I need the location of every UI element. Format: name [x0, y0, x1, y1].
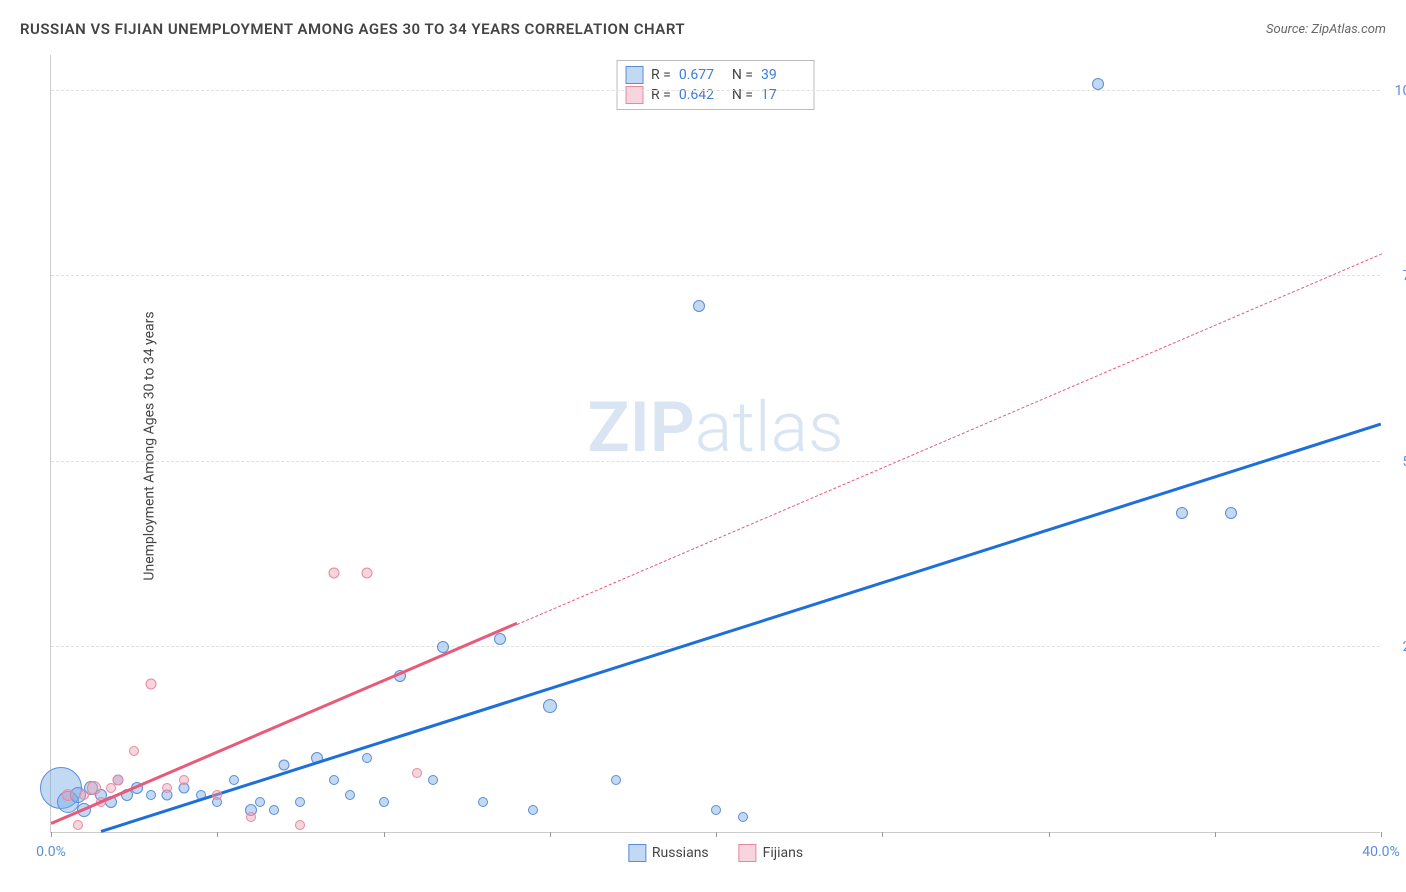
data-point — [129, 746, 139, 756]
data-point — [329, 775, 339, 785]
data-point — [73, 820, 83, 830]
data-point — [1092, 78, 1104, 90]
data-point — [711, 805, 721, 815]
x-tick-label: 0.0% — [36, 844, 66, 860]
source-label: Source: ZipAtlas.com — [1266, 22, 1386, 37]
legend: Russians Fijians — [628, 844, 803, 862]
correlation-stats-box: R = 0.677 N = 39 R =0.642N =17 — [616, 60, 815, 110]
data-point — [611, 775, 621, 785]
x-tick — [882, 832, 883, 837]
data-point — [212, 790, 222, 800]
x-tick-label: 40.0% — [1362, 844, 1400, 860]
data-point — [478, 797, 488, 807]
x-tick — [550, 832, 551, 837]
data-point — [412, 768, 422, 778]
stats-row: R = 0.677 N = 39 — [625, 65, 806, 85]
x-tick — [1215, 832, 1216, 837]
data-point — [255, 797, 265, 807]
legend-swatch — [628, 844, 646, 862]
trend-line — [51, 622, 517, 824]
data-point — [246, 812, 256, 822]
data-point — [162, 783, 172, 793]
data-point — [328, 567, 339, 578]
r-label: R = — [651, 67, 671, 83]
gridline-horizontal — [51, 275, 1380, 276]
x-tick — [51, 832, 52, 837]
watermark: ZIPatlas — [587, 387, 843, 469]
gridline-horizontal — [51, 461, 1380, 462]
data-point — [494, 633, 506, 645]
trend-line-dashed — [516, 253, 1381, 624]
gridline-horizontal — [51, 646, 1380, 647]
watermark-bold: ZIP — [587, 387, 694, 469]
y-tick-label: 50.0% — [1402, 454, 1406, 470]
data-point — [146, 790, 156, 800]
x-tick — [716, 832, 717, 837]
n-value: 39 — [761, 67, 806, 83]
data-point — [543, 699, 557, 713]
n-label: N = — [732, 67, 753, 83]
legend-label: Russians — [652, 845, 709, 861]
plot-area: ZIPatlas R =0.677N =39R =0.642N =17 Russ… — [50, 55, 1380, 833]
data-point — [1176, 507, 1188, 519]
data-point — [179, 775, 189, 785]
chart-title: RUSSIAN VS FIJIAN UNEMPLOYMENT AMONG AGE… — [20, 20, 685, 38]
data-point — [278, 760, 289, 771]
legend-item: Russians — [628, 844, 709, 862]
title-bar: RUSSIAN VS FIJIAN UNEMPLOYMENT AMONG AGE… — [20, 20, 1386, 38]
legend-item: Fijians — [739, 844, 803, 862]
data-point — [269, 805, 279, 815]
watermark-light: atlas — [695, 387, 844, 469]
x-tick — [1381, 832, 1382, 837]
data-point — [738, 812, 748, 822]
x-tick — [1049, 832, 1050, 837]
y-tick-label: 75.0% — [1402, 268, 1406, 284]
data-point — [693, 300, 705, 312]
x-tick — [217, 832, 218, 837]
data-point — [229, 775, 239, 785]
stats-row: R =0.642N =17 — [625, 85, 806, 105]
data-point — [1225, 507, 1237, 519]
gridline-horizontal — [51, 90, 1380, 91]
x-tick — [384, 832, 385, 837]
data-point — [428, 775, 438, 785]
data-point — [112, 775, 123, 786]
data-point — [379, 797, 389, 807]
legend-label: Fijians — [763, 845, 803, 861]
y-tick-label: 100.0% — [1395, 83, 1406, 99]
trend-line — [100, 422, 1381, 832]
y-tick-label: 25.0% — [1402, 639, 1406, 655]
data-point — [362, 753, 372, 763]
series-swatch — [625, 86, 643, 104]
data-point — [528, 805, 538, 815]
data-point — [345, 790, 355, 800]
data-point — [87, 781, 101, 795]
data-point — [145, 678, 156, 689]
data-point — [295, 797, 305, 807]
data-point — [62, 789, 74, 801]
data-point — [295, 820, 305, 830]
legend-swatch — [739, 844, 757, 862]
series-swatch — [625, 66, 643, 84]
r-value: 0.677 — [679, 67, 724, 83]
data-point — [361, 567, 372, 578]
